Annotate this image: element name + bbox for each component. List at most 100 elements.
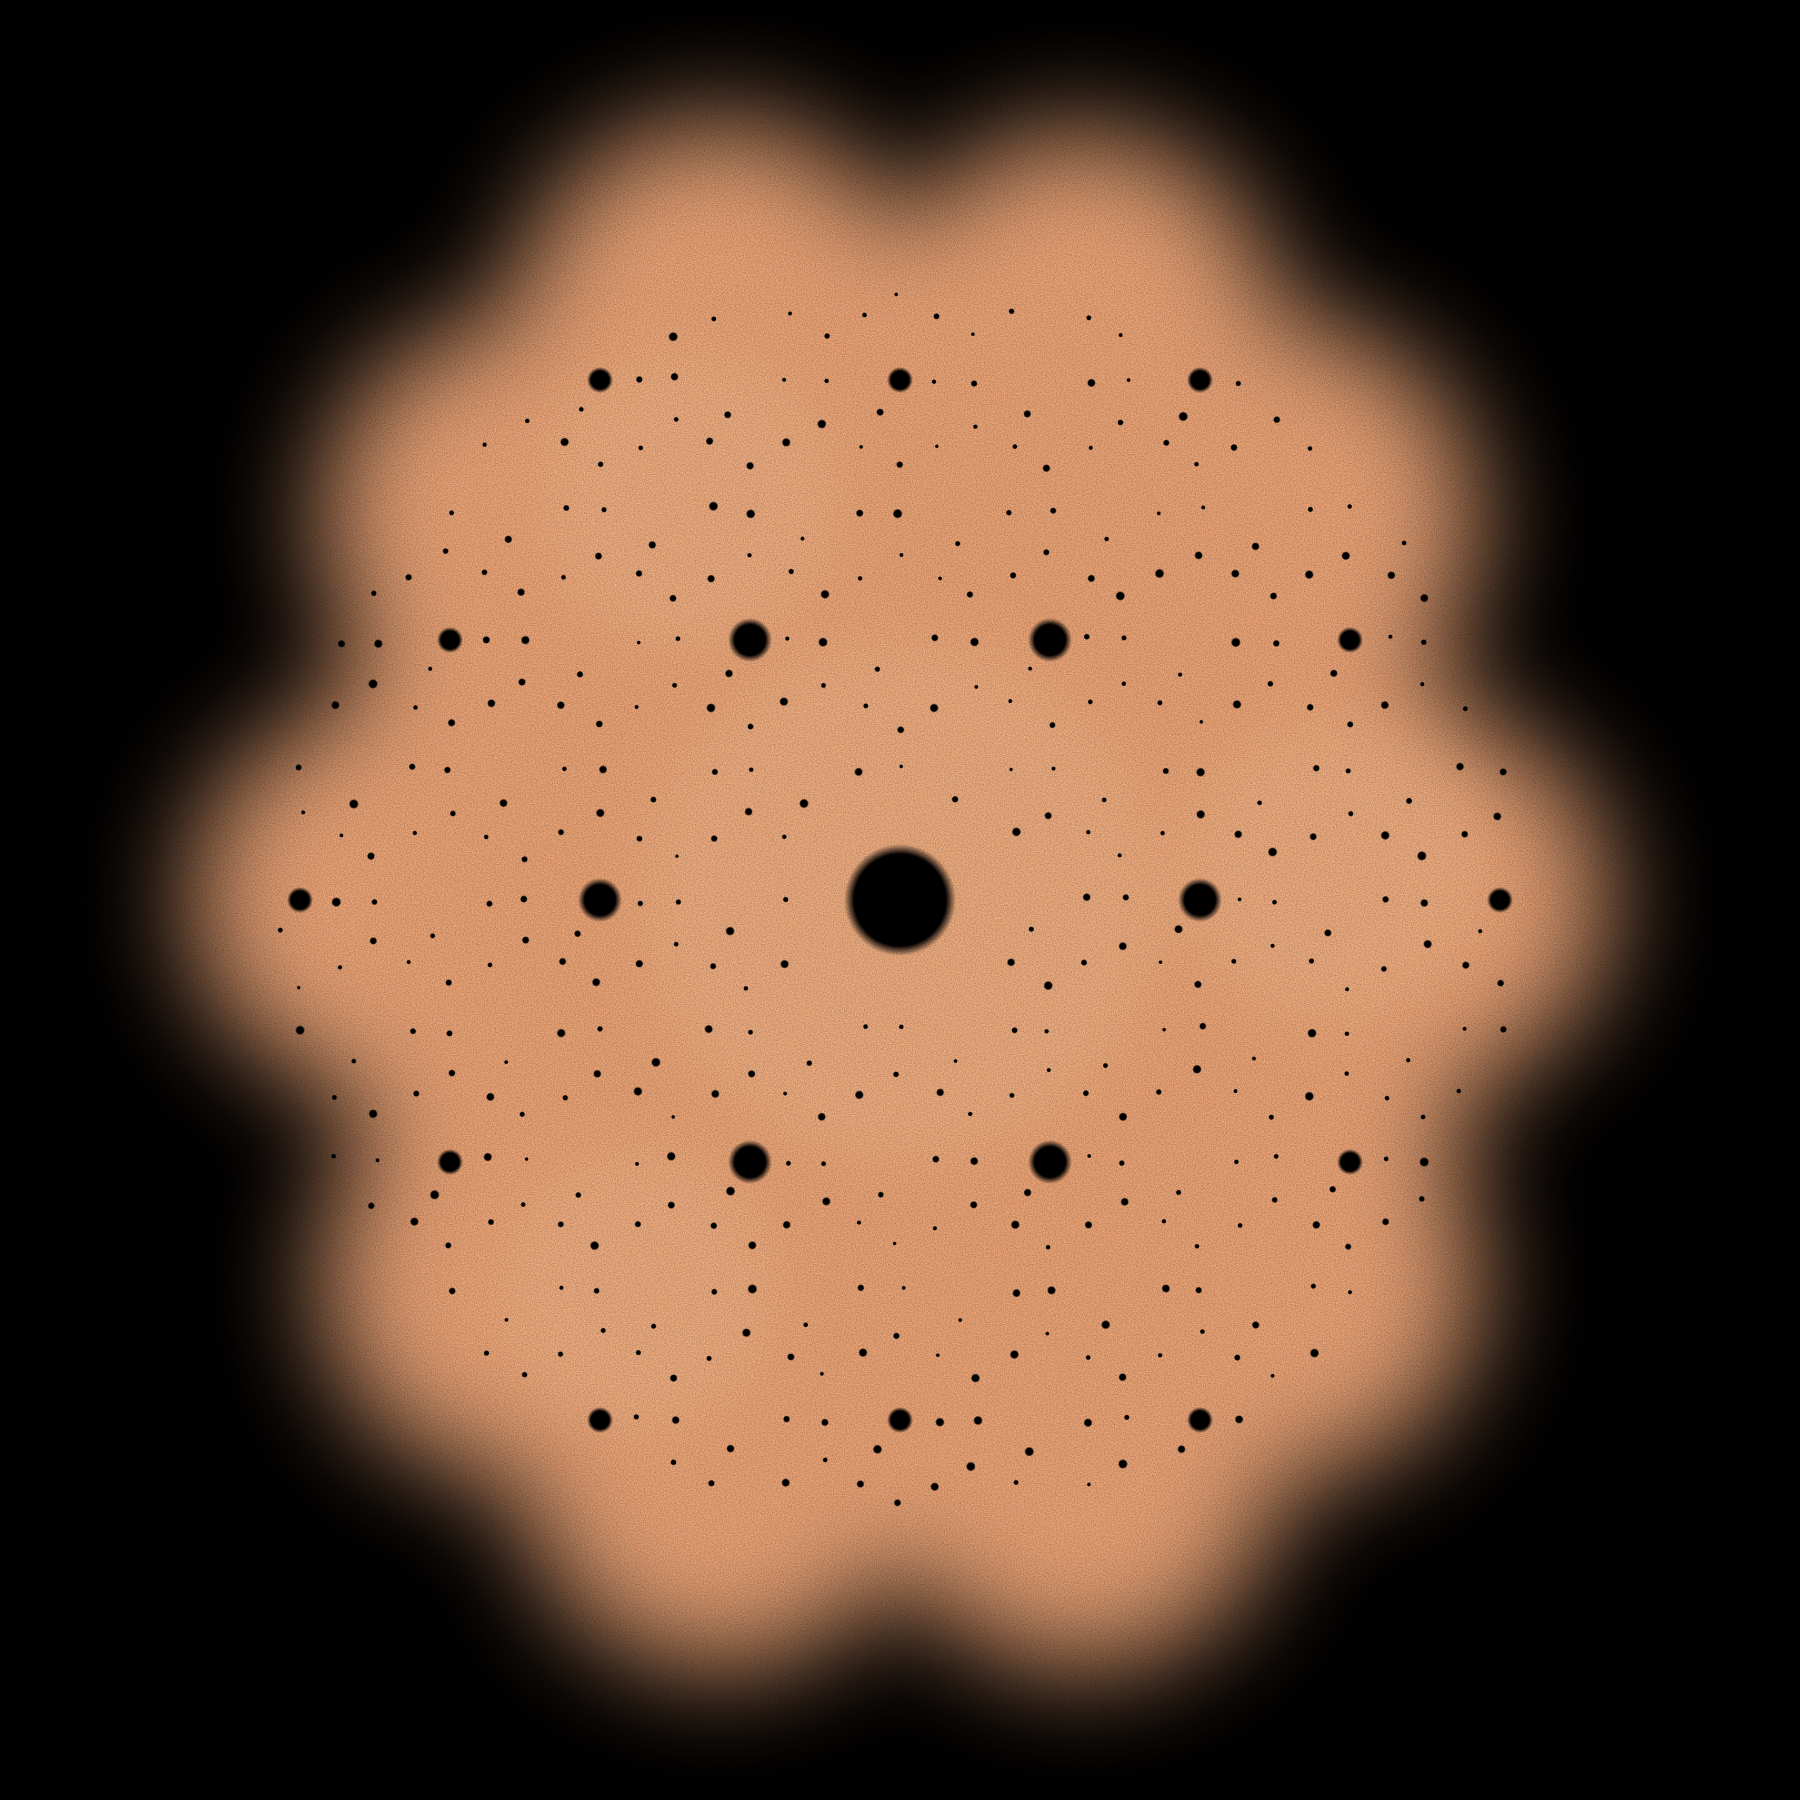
minor-hole [806,1060,813,1067]
minor-hole [481,569,488,576]
minor-hole [634,704,639,710]
minor-hole [1199,1022,1207,1030]
minor-hole [339,833,344,838]
minor-hole [635,959,644,968]
minor-hole [1347,1289,1353,1295]
minor-hole [1049,507,1057,515]
minor-hole [780,959,790,969]
minor-hole [295,764,302,771]
minor-hole [705,437,714,446]
minor-hole [563,504,570,512]
minor-hole [723,410,732,419]
minor-hole [1345,768,1352,774]
minor-hole [482,635,491,644]
minor-hole [1157,1352,1163,1358]
minor-hole [1496,979,1505,987]
minor-hole [1419,681,1425,687]
minor-hole [1499,768,1508,776]
minor-hole [1101,1320,1111,1330]
minor-hole [704,1024,714,1034]
minor-hole [1387,571,1396,580]
minor-hole [1082,1089,1090,1097]
minor-hole [591,977,601,987]
minor-hole [1196,809,1206,820]
minor-hole [1083,633,1091,640]
minor-hole [1272,639,1280,648]
minor-hole [892,508,903,519]
minor-hole [578,406,584,412]
minor-hole [556,701,565,710]
minor-hole [724,669,734,678]
minor-hole [448,1069,456,1077]
minor-hole [1158,960,1163,965]
minor-hole [1047,1285,1056,1295]
minor-hole [857,575,863,582]
minor-hole [892,1071,900,1078]
minor-hole [1194,551,1203,560]
major-hole [1178,878,1222,922]
minor-hole [1013,1479,1019,1486]
minor-hole [1009,1092,1015,1099]
minor-hole [636,640,641,645]
minor-hole [667,1201,676,1209]
minor-hole [1405,1057,1411,1063]
minor-hole [1042,464,1051,473]
minor-hole [1499,1025,1507,1033]
major-hole [728,1140,772,1184]
minor-hole [486,900,493,908]
minor-hole [1161,1284,1171,1293]
minor-hole [412,704,419,711]
secondary-hole [1337,627,1363,653]
minor-hole [934,444,939,449]
minor-hole [370,590,377,597]
minor-hole [931,379,937,385]
minor-hole [597,461,604,468]
hole-layer [277,292,1513,1507]
minor-hole [670,372,679,381]
minor-hole [817,1112,826,1122]
minor-hole [1380,830,1390,841]
minor-hole [594,552,603,560]
minor-hole [351,1058,357,1064]
minor-hole [877,1191,884,1198]
minor-hole [1011,1027,1018,1034]
minor-hole [1162,1027,1167,1032]
minor-hole [1420,639,1427,646]
minor-hole [892,1332,900,1340]
minor-hole [820,682,827,689]
minor-hole [933,313,940,320]
minor-hole [408,763,416,771]
minor-hole [1049,721,1056,729]
minor-hole [560,437,570,447]
minor-hole [1117,853,1122,858]
minor-hole [601,506,607,513]
minor-hole [1233,1088,1238,1094]
minor-hole [558,957,567,966]
secondary-hole [1337,1149,1363,1175]
minor-hole [782,896,789,903]
minor-hole [1420,1114,1426,1120]
minor-hole [1154,568,1165,579]
minor-hole [331,1094,338,1101]
minor-hole [1307,445,1313,452]
minor-hole [1420,898,1429,908]
minor-hole [782,1220,791,1230]
minor-hole [1383,1156,1389,1162]
minor-hole [893,1499,902,1507]
minor-hole [1051,766,1056,771]
minor-hole [635,1349,642,1356]
minor-hole [524,1157,529,1162]
minor-hole [820,589,830,599]
minor-hole [1177,1445,1186,1454]
minor-hole [824,378,830,384]
minor-hole [1009,1349,1020,1360]
minor-hole [1381,1218,1390,1226]
secondary-hole [587,1407,613,1433]
minor-hole [375,1158,380,1163]
minor-hole [1199,719,1204,724]
minor-hole [1234,1415,1244,1424]
minor-hole [876,408,884,417]
minor-hole [1126,377,1131,383]
minor-hole [1251,1321,1260,1329]
